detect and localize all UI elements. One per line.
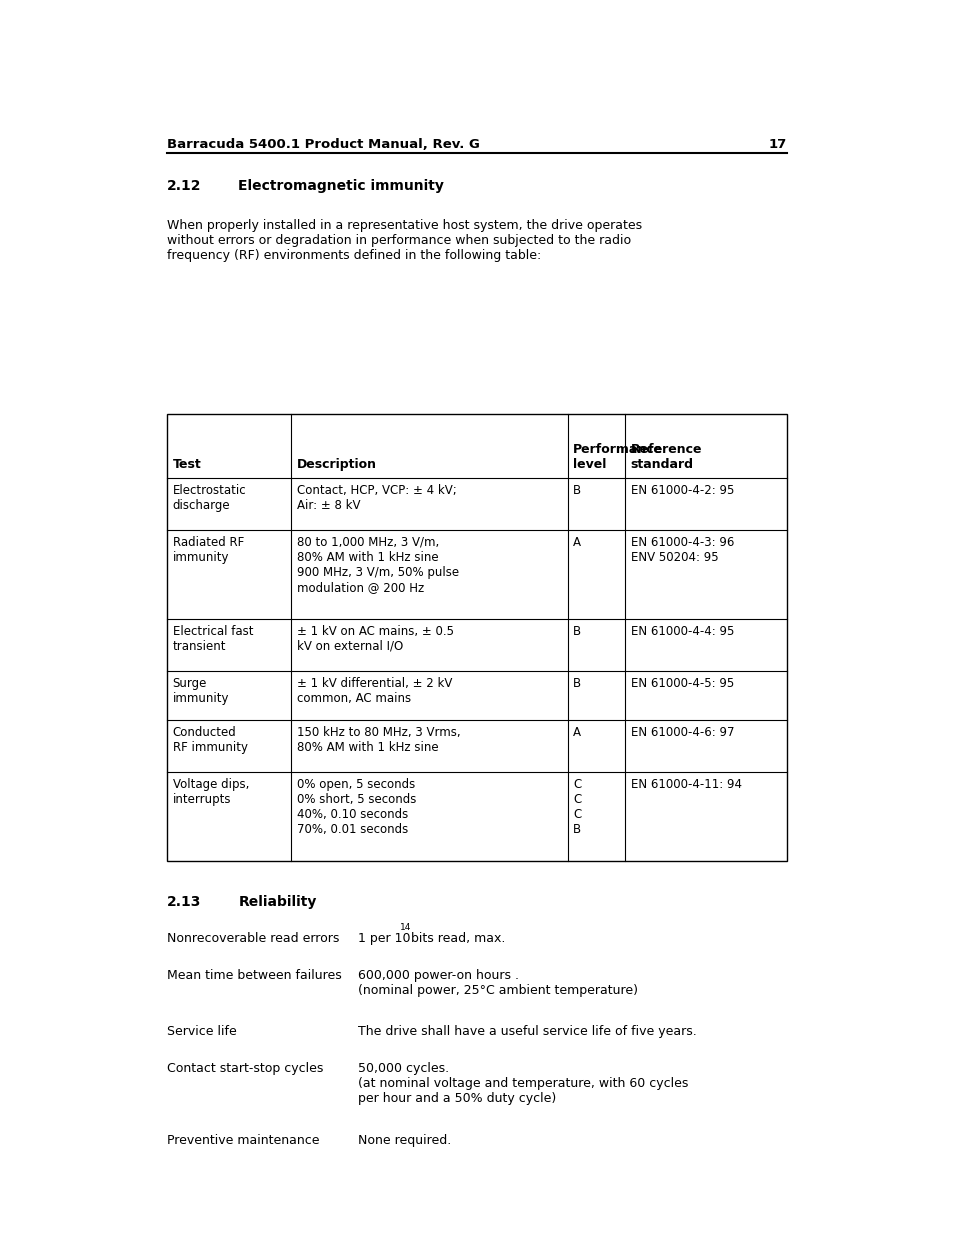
Text: Electromagnetic immunity: Electromagnetic immunity <box>238 179 444 193</box>
Text: 17: 17 <box>768 137 786 151</box>
Text: Test: Test <box>172 457 201 471</box>
Text: None required.: None required. <box>357 1134 451 1147</box>
Text: 2.12: 2.12 <box>167 179 201 193</box>
Text: A: A <box>573 536 580 550</box>
Text: bits read, max.: bits read, max. <box>407 932 505 946</box>
Text: 1 per 10: 1 per 10 <box>357 932 410 946</box>
Text: Electrostatic
discharge: Electrostatic discharge <box>172 484 246 513</box>
Text: Service life: Service life <box>167 1025 236 1039</box>
Text: 2.13: 2.13 <box>167 895 201 909</box>
Text: Description: Description <box>296 457 376 471</box>
Text: Radiated RF
immunity: Radiated RF immunity <box>172 536 244 564</box>
Text: ± 1 kV on AC mains, ± 0.5
kV on external I/O: ± 1 kV on AC mains, ± 0.5 kV on external… <box>296 625 454 653</box>
Text: 0% open, 5 seconds
0% short, 5 seconds
40%, 0.10 seconds
70%, 0.01 seconds: 0% open, 5 seconds 0% short, 5 seconds 4… <box>296 778 416 836</box>
Text: EN 61000-4-4: 95: EN 61000-4-4: 95 <box>630 625 733 638</box>
Text: Preventive maintenance: Preventive maintenance <box>167 1134 319 1147</box>
Text: EN 61000-4-2: 95: EN 61000-4-2: 95 <box>630 484 733 498</box>
Text: B: B <box>573 484 581 498</box>
Text: Contact, HCP, VCP: ± 4 kV;
Air: ± 8 kV: Contact, HCP, VCP: ± 4 kV; Air: ± 8 kV <box>296 484 456 513</box>
Text: A: A <box>573 726 580 740</box>
Text: EN 61000-4-11: 94: EN 61000-4-11: 94 <box>630 778 740 792</box>
Text: Performance
level: Performance level <box>573 442 662 471</box>
Text: Voltage dips,
interrupts: Voltage dips, interrupts <box>172 778 249 806</box>
Text: B: B <box>573 625 581 638</box>
Text: Barracuda 5400.1 Product Manual, Rev. G: Barracuda 5400.1 Product Manual, Rev. G <box>167 137 479 151</box>
Text: 600,000 power-on hours .
(nominal power, 25°C ambient temperature): 600,000 power-on hours . (nominal power,… <box>357 969 638 998</box>
Text: Nonrecoverable read errors: Nonrecoverable read errors <box>167 932 339 946</box>
Text: Contact start-stop cycles: Contact start-stop cycles <box>167 1062 323 1076</box>
Text: Mean time between failures: Mean time between failures <box>167 969 341 983</box>
Text: EN 61000-4-6: 97: EN 61000-4-6: 97 <box>630 726 733 740</box>
Text: 50,000 cycles.
(at nominal voltage and temperature, with 60 cycles
per hour and : 50,000 cycles. (at nominal voltage and t… <box>357 1062 687 1105</box>
Text: 80 to 1,000 MHz, 3 V/m,
80% AM with 1 kHz sine
900 MHz, 3 V/m, 50% pulse
modulat: 80 to 1,000 MHz, 3 V/m, 80% AM with 1 kH… <box>296 536 458 594</box>
Bar <box>167 414 786 861</box>
Text: 150 kHz to 80 MHz, 3 Vrms,
80% AM with 1 kHz sine: 150 kHz to 80 MHz, 3 Vrms, 80% AM with 1… <box>296 726 460 755</box>
Text: Reliability: Reliability <box>238 895 316 909</box>
Text: Reference
standard: Reference standard <box>630 442 701 471</box>
Text: C
C
C
B: C C C B <box>573 778 581 836</box>
Text: EN 61000-4-3: 96
ENV 50204: 95: EN 61000-4-3: 96 ENV 50204: 95 <box>630 536 733 564</box>
Text: ± 1 kV differential, ± 2 kV
common, AC mains: ± 1 kV differential, ± 2 kV common, AC m… <box>296 677 452 705</box>
Text: When properly installed in a representative host system, the drive operates
with: When properly installed in a representat… <box>167 219 641 262</box>
Text: Electrical fast
transient: Electrical fast transient <box>172 625 253 653</box>
Text: Surge
immunity: Surge immunity <box>172 677 229 705</box>
Text: The drive shall have a useful service life of five years.: The drive shall have a useful service li… <box>357 1025 696 1039</box>
Text: Conducted
RF immunity: Conducted RF immunity <box>172 726 248 755</box>
Text: EN 61000-4-5: 95: EN 61000-4-5: 95 <box>630 677 733 690</box>
Text: 14: 14 <box>399 923 411 931</box>
Text: B: B <box>573 677 581 690</box>
